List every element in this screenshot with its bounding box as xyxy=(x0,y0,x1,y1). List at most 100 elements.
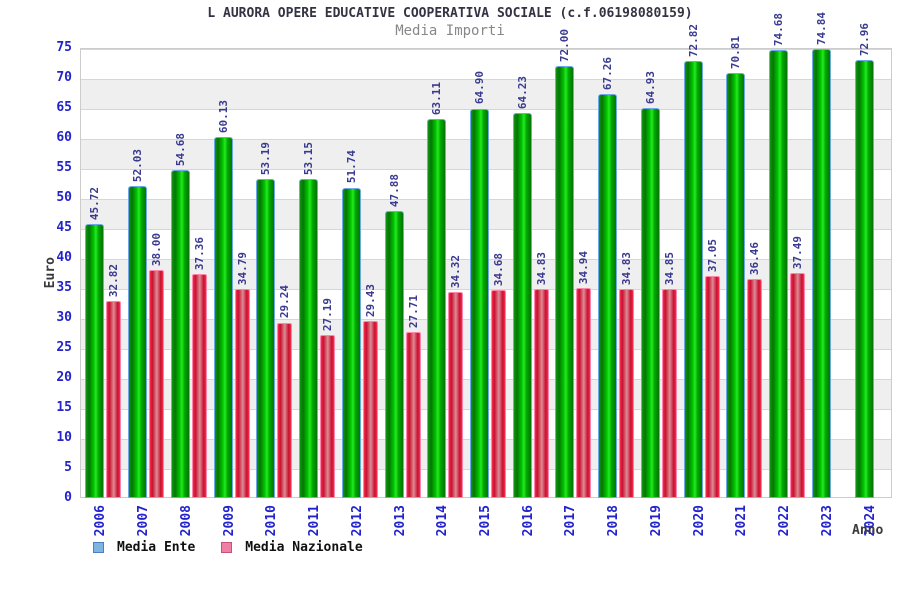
x-tick-label-2012: 2012 xyxy=(349,505,365,537)
bar-media-nazionale-2010 xyxy=(277,322,293,498)
bar-media-ente-2019 xyxy=(640,108,660,498)
x-tick-label-2011: 2011 xyxy=(307,505,323,537)
value-label-media-ente-2016: 64.23 xyxy=(515,75,529,109)
bar-media-nazionale-2019 xyxy=(661,288,677,498)
bar-media-ente-2021 xyxy=(726,73,746,498)
value-label-media-ente-2008: 54.68 xyxy=(173,132,187,166)
value-label-media-nazionale-2012: 29.43 xyxy=(363,284,377,318)
y-tick-label: 30 xyxy=(56,310,72,325)
bar-media-ente-2014 xyxy=(427,119,447,498)
y-tick-label: 75 xyxy=(56,40,72,55)
value-label-media-ente-2024: 72.96 xyxy=(857,23,871,57)
bar-media-nazionale-2021 xyxy=(747,279,763,498)
value-label-media-ente-2015: 64.90 xyxy=(473,71,486,105)
value-label-media-nazionale-2022: 37.49 xyxy=(791,235,805,270)
y-tick-label: 5 xyxy=(64,460,72,475)
bar-media-ente-2010 xyxy=(256,178,276,498)
bar-media-ente-2020 xyxy=(683,61,703,498)
value-label-media-nazionale-2008: 37.36 xyxy=(192,236,206,270)
x-axis-label: Anno xyxy=(852,523,884,538)
legend-swatch-media-nazionale xyxy=(221,542,233,553)
value-label-media-ente-2023: 74.84 xyxy=(814,11,828,45)
value-label-media-nazionale-2019: 34.85 xyxy=(662,251,676,285)
bar-media-ente-2012 xyxy=(341,187,361,498)
value-label-media-ente-2006: 45.72 xyxy=(88,186,102,220)
bar-media-ente-2015 xyxy=(470,108,489,498)
bar-media-nazionale-2007 xyxy=(149,270,165,498)
bar-media-ente-2017 xyxy=(555,66,575,498)
legend-label-media-ente: Media Ente xyxy=(117,540,196,555)
y-tick-label: 65 xyxy=(56,100,72,115)
value-label-media-ente-2012: 51.74 xyxy=(344,150,358,184)
legend-label-media-nazionale: Media Nazionale xyxy=(245,540,363,555)
bar-media-nazionale-2014 xyxy=(448,292,464,498)
y-tick-label: 70 xyxy=(56,70,72,85)
y-tick-label: 25 xyxy=(56,340,72,355)
value-label-media-ente-2021: 70.81 xyxy=(729,36,743,70)
bar-media-ente-2024 xyxy=(854,60,874,498)
y-tick-label: 55 xyxy=(56,160,72,175)
value-label-media-ente-2010: 53.19 xyxy=(259,141,273,175)
x-tick-label-2021: 2021 xyxy=(734,505,750,537)
bar-media-nazionale-2009 xyxy=(234,289,250,498)
x-tick-label-2016: 2016 xyxy=(520,505,536,537)
value-label-media-nazionale-2021: 36.46 xyxy=(748,242,762,276)
value-label-media-nazionale-2014: 34.32 xyxy=(449,254,463,289)
value-label-media-ente-2020: 72.82 xyxy=(686,23,700,58)
value-label-media-ente-2022: 74.68 xyxy=(772,12,786,46)
value-label-media-nazionale-2015: 34.68 xyxy=(492,252,505,286)
legend-item-media-nazionale: Media Nazionale xyxy=(221,540,363,555)
y-tick-label: 45 xyxy=(56,220,72,235)
x-tick-label-2019: 2019 xyxy=(648,505,664,537)
value-label-media-ente-2019: 64.93 xyxy=(643,71,657,105)
y-tick-label: 10 xyxy=(56,430,72,445)
bar-media-nazionale-2008 xyxy=(191,273,207,498)
bar-media-ente-2007 xyxy=(128,185,148,498)
bar-media-ente-2009 xyxy=(213,137,233,498)
value-label-media-ente-2009: 60.13 xyxy=(216,100,230,134)
x-tick-label-2013: 2013 xyxy=(392,505,408,537)
x-tick-label-2009: 2009 xyxy=(221,505,237,537)
value-label-media-nazionale-2017: 34.94 xyxy=(577,251,591,285)
x-tick-label-2014: 2014 xyxy=(435,505,451,537)
chart-subtitle: Media Importi xyxy=(395,23,505,39)
x-tick-label-2015: 2015 xyxy=(478,505,493,537)
value-label-media-ente-2011: 53.15 xyxy=(302,141,316,176)
bar-media-nazionale-2018 xyxy=(619,289,635,498)
y-tick-label: 35 xyxy=(56,280,72,295)
y-tick-label: 0 xyxy=(64,490,72,505)
y-tick-label: 50 xyxy=(56,190,72,205)
bar-media-ente-2018 xyxy=(598,94,618,498)
x-tick-label-2023: 2023 xyxy=(819,505,835,537)
value-label-media-nazionale-2009: 34.79 xyxy=(235,252,249,286)
bar-media-nazionale-2011 xyxy=(320,334,336,498)
bar-media-ente-2016 xyxy=(512,112,532,498)
x-tick-label-2017: 2017 xyxy=(563,505,579,537)
bar-media-nazionale-2012 xyxy=(362,321,378,498)
value-label-media-nazionale-2007: 38.00 xyxy=(150,232,164,266)
value-label-media-nazionale-2013: 27.71 xyxy=(406,294,420,328)
bar-media-ente-2006 xyxy=(85,223,105,498)
bar-media-ente-2023 xyxy=(811,48,831,498)
x-tick-label-2007: 2007 xyxy=(136,505,152,537)
y-tick-label: 20 xyxy=(56,370,72,385)
value-label-media-ente-2018: 67.26 xyxy=(601,57,615,91)
bar-media-ente-2011 xyxy=(299,179,319,498)
value-label-media-ente-2007: 52.03 xyxy=(131,148,145,182)
bar-media-ente-2022 xyxy=(769,49,789,498)
bar-media-nazionale-2006 xyxy=(106,301,122,498)
x-tick-label-2008: 2008 xyxy=(178,505,194,537)
y-tick-label: 40 xyxy=(56,250,72,265)
bar-media-nazionale-2017 xyxy=(576,288,592,498)
bar-media-ente-2013 xyxy=(384,210,404,498)
y-tick-label: 60 xyxy=(56,130,72,145)
value-label-media-nazionale-2016: 34.83 xyxy=(534,251,548,286)
x-tick-label-2006: 2006 xyxy=(93,505,109,537)
chart-title: L AURORA OPERE EDUCATIVE COOPERATIVA SOC… xyxy=(207,6,693,21)
value-label-media-nazionale-2010: 29.24 xyxy=(278,285,292,319)
bar-media-nazionale-2016 xyxy=(533,289,549,498)
bar-media-nazionale-2020 xyxy=(704,275,720,498)
value-label-media-ente-2013: 47.88 xyxy=(387,173,401,207)
value-label-media-ente-2014: 63.11 xyxy=(430,82,444,116)
